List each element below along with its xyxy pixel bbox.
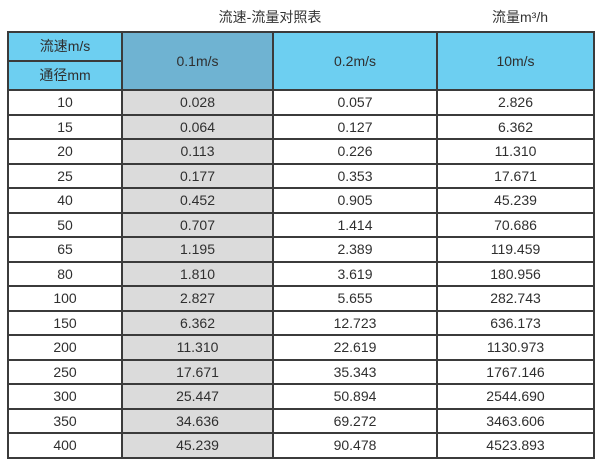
velocity-column-header: 0.2m/s (272, 31, 438, 91)
flow-value-cell: 34.636 (121, 407, 274, 434)
flow-value-cell: 282.743 (436, 285, 595, 312)
flow-value-cell: 11.310 (121, 334, 274, 361)
flow-value-cell: 4523.893 (436, 432, 595, 459)
diameter-cell: 300 (7, 383, 123, 410)
flow-value-cell: 0.226 (272, 138, 438, 165)
flow-table-body: 10 0.028 0.057 2.826 15 0.064 0.127 6.362 20 0.11… (7, 89, 595, 459)
table-row: 25 0.177 0.353 17.671 (7, 162, 595, 189)
flow-value-cell: 6.362 (436, 113, 595, 140)
diameter-cell: 20 (7, 138, 123, 165)
flow-value-cell: 35.343 (272, 358, 438, 385)
flow-value-cell: 5.655 (272, 285, 438, 312)
flow-value-cell: 1.810 (121, 260, 274, 287)
flow-value-cell: 45.239 (436, 187, 595, 214)
flow-value-cell: 1.195 (121, 236, 274, 263)
flow-unit-label: 流量m³/h (492, 9, 548, 25)
flow-value-cell: 22.619 (272, 334, 438, 361)
flow-value-cell: 1130.973 (436, 334, 595, 361)
diameter-cell: 400 (7, 432, 123, 459)
flow-value-cell: 0.127 (272, 113, 438, 140)
flow-value-cell: 180.956 (436, 260, 595, 287)
table-row: 250 17.671 35.343 1767.146 (7, 358, 595, 385)
diameter-cell: 200 (7, 334, 123, 361)
diameter-cell: 350 (7, 407, 123, 434)
flow-value-cell: 2.826 (436, 89, 595, 116)
flow-value-cell: 0.028 (121, 89, 274, 116)
flow-value-cell: 70.686 (436, 211, 595, 238)
table-row: 15 0.064 0.127 6.362 (7, 113, 595, 140)
page-title: 流速-流量对照表 (218, 9, 322, 25)
flow-value-cell: 0.353 (272, 162, 438, 189)
flow-value-cell: 17.671 (121, 358, 274, 385)
flow-value-cell: 6.362 (121, 309, 274, 336)
diameter-cell: 10 (7, 89, 123, 116)
diameter-cell: 100 (7, 285, 123, 312)
table-row: 350 34.636 69.272 3463.606 (7, 407, 595, 434)
flow-value-cell: 25.447 (121, 383, 274, 410)
diameter-cell: 15 (7, 113, 123, 140)
flow-value-cell: 50.894 (272, 383, 438, 410)
flow-value-cell: 2.389 (272, 236, 438, 263)
table-row: 20 0.113 0.226 11.310 (7, 138, 595, 165)
velocity-column-header: 10m/s (436, 31, 595, 91)
diameter-cell: 40 (7, 187, 123, 214)
header-row: 流速m/s 通径mm 0.1m/s 0.2m/s 10m/s (7, 31, 595, 91)
titlebar: 流速-流量对照表 流量m³/h (0, 0, 600, 31)
diameter-cell: 50 (7, 211, 123, 238)
table-row: 80 1.810 3.619 180.956 (7, 260, 595, 287)
diameter-unit-header: 通径mm (39, 67, 91, 83)
table-row: 50 0.707 1.414 70.686 (7, 211, 595, 238)
flow-value-cell: 45.239 (121, 432, 274, 459)
velocity-column-header: 0.1m/s (121, 31, 274, 91)
table-row: 10 0.028 0.057 2.826 (7, 89, 595, 116)
flow-value-cell: 2.827 (121, 285, 274, 312)
table-row: 200 11.310 22.619 1130.973 (7, 334, 595, 361)
diameter-cell: 65 (7, 236, 123, 263)
flow-value-cell: 0.113 (121, 138, 274, 165)
flow-value-cell: 0.905 (272, 187, 438, 214)
flow-value-cell: 1.414 (272, 211, 438, 238)
table-row: 400 45.239 90.478 4523.893 (7, 432, 595, 459)
flow-value-cell: 2544.690 (436, 383, 595, 410)
flow-value-cell: 1767.146 (436, 358, 595, 385)
corner-header-cell: 流速m/s 通径mm (7, 31, 123, 91)
flow-value-cell: 636.173 (436, 309, 595, 336)
flow-value-cell: 0.057 (272, 89, 438, 116)
diameter-cell: 80 (7, 260, 123, 287)
flow-value-cell: 90.478 (272, 432, 438, 459)
flow-value-cell: 0.177 (121, 162, 274, 189)
flow-value-cell: 3463.606 (436, 407, 595, 434)
flow-value-cell: 119.459 (436, 236, 595, 263)
velocity-unit-header: 流速m/s (9, 33, 121, 62)
table-row: 65 1.195 2.389 119.459 (7, 236, 595, 263)
diameter-cell: 25 (7, 162, 123, 189)
flow-value-cell: 12.723 (272, 309, 438, 336)
diameter-cell: 250 (7, 358, 123, 385)
flow-value-cell: 0.452 (121, 187, 274, 214)
flow-rate-table: 流速m/s 通径mm 0.1m/s 0.2m/s 10m/s 10 0.028 0.05… (7, 31, 595, 459)
flow-value-cell: 69.272 (272, 407, 438, 434)
table-row: 300 25.447 50.894 2544.690 (7, 383, 595, 410)
flow-value-cell: 0.064 (121, 113, 274, 140)
diameter-cell: 150 (7, 309, 123, 336)
flow-value-cell: 0.707 (121, 211, 274, 238)
flow-value-cell: 11.310 (436, 138, 595, 165)
table-row: 40 0.452 0.905 45.239 (7, 187, 595, 214)
flow-value-cell: 3.619 (272, 260, 438, 287)
table-row: 100 2.827 5.655 282.743 (7, 285, 595, 312)
table-row: 150 6.362 12.723 636.173 (7, 309, 595, 336)
flow-value-cell: 17.671 (436, 162, 595, 189)
